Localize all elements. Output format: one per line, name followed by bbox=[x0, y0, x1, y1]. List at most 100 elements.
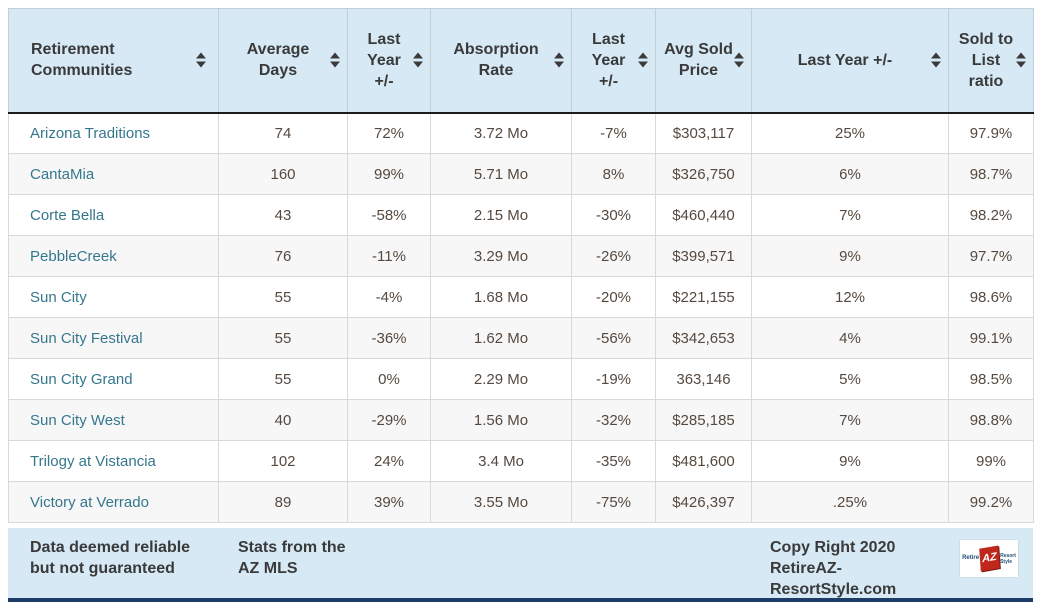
value-cell: $303,117 bbox=[655, 112, 752, 154]
table-row: CantaMia 160 99% 5.71 Mo 8% $326,750 6% 98.7% bbox=[8, 153, 1034, 195]
value-cell: $481,600 bbox=[655, 440, 752, 482]
retire-az-resort-style-logo: Retire AZ Resort Style bbox=[960, 540, 1018, 577]
column-header-label: Last Year +/- bbox=[591, 30, 626, 90]
value-cell: -7% bbox=[571, 112, 656, 154]
table-header: Retirement Communities Average Days Last… bbox=[8, 8, 1034, 114]
sort-icon[interactable] bbox=[931, 52, 941, 68]
community-name-cell[interactable]: Victory at Verrado bbox=[8, 481, 219, 523]
column-header-sold-to-list-ratio[interactable]: Sold to List ratio bbox=[948, 8, 1034, 114]
column-header-last-year-absorption[interactable]: Last Year +/- bbox=[571, 8, 656, 114]
value-cell: 0% bbox=[347, 358, 431, 400]
data-source-text: Stats from the AZ MLS bbox=[238, 539, 346, 577]
stats-page: Retirement Communities Average Days Last… bbox=[8, 8, 1034, 602]
value-cell: $221,155 bbox=[655, 276, 752, 318]
bottom-accent-bar bbox=[8, 598, 1033, 602]
value-cell: 2.15 Mo bbox=[430, 194, 572, 236]
value-cell: 99% bbox=[347, 153, 431, 195]
column-header-label: Last Year +/- bbox=[367, 30, 401, 90]
community-name-cell[interactable]: Sun City bbox=[8, 276, 219, 318]
sort-icon[interactable] bbox=[196, 52, 206, 68]
value-cell: 99% bbox=[948, 440, 1034, 482]
value-cell: 102 bbox=[218, 440, 348, 482]
value-cell: -32% bbox=[571, 399, 656, 441]
value-cell: 25% bbox=[751, 112, 949, 154]
value-cell: 9% bbox=[751, 440, 949, 482]
table-row: Sun City 55 -4% 1.68 Mo -20% $221,155 12% 98.6% bbox=[8, 276, 1034, 318]
value-cell: $399,571 bbox=[655, 235, 752, 277]
value-cell: 3.72 Mo bbox=[430, 112, 572, 154]
sort-icon[interactable] bbox=[1016, 52, 1026, 68]
value-cell: 55 bbox=[218, 276, 348, 318]
value-cell: -20% bbox=[571, 276, 656, 318]
value-cell: 97.7% bbox=[948, 235, 1034, 277]
value-cell: 76 bbox=[218, 235, 348, 277]
value-cell: 5% bbox=[751, 358, 949, 400]
column-header-last-year-price[interactable]: Last Year +/- bbox=[751, 8, 949, 114]
value-cell: 2.29 Mo bbox=[430, 358, 572, 400]
value-cell: $342,653 bbox=[655, 317, 752, 359]
value-cell: 98.6% bbox=[948, 276, 1034, 318]
community-name-cell[interactable]: PebbleCreek bbox=[8, 235, 219, 277]
value-cell: 9% bbox=[751, 235, 949, 277]
value-cell: 55 bbox=[218, 317, 348, 359]
value-cell: .25% bbox=[751, 481, 949, 523]
table-footer: Data deemed reliable but not guaranteed … bbox=[8, 528, 1033, 598]
value-cell: 74 bbox=[218, 112, 348, 154]
value-cell: $460,440 bbox=[655, 194, 752, 236]
community-name-cell[interactable]: Sun City Grand bbox=[8, 358, 219, 400]
column-header-avg-sold-price[interactable]: Avg Sold Price bbox=[655, 8, 752, 114]
value-cell: 4% bbox=[751, 317, 949, 359]
value-cell: 24% bbox=[347, 440, 431, 482]
community-name-cell[interactable]: Arizona Traditions bbox=[8, 112, 219, 154]
column-header-label: Last Year +/- bbox=[797, 51, 893, 69]
logo-az-badge: AZ bbox=[979, 545, 1000, 572]
table-row: Sun City West 40 -29% 1.56 Mo -32% $285,185 7%… bbox=[8, 399, 1034, 441]
value-cell: -56% bbox=[571, 317, 656, 359]
column-header-absorption-rate[interactable]: Absorption Rate bbox=[430, 8, 572, 114]
sort-icon[interactable] bbox=[413, 52, 423, 68]
value-cell: -29% bbox=[347, 399, 431, 441]
value-cell: 98.8% bbox=[948, 399, 1034, 441]
community-name-cell[interactable]: Sun City Festival bbox=[8, 317, 219, 359]
value-cell: -35% bbox=[571, 440, 656, 482]
community-name-cell[interactable]: Trilogy at Vistancia bbox=[8, 440, 219, 482]
sort-icon[interactable] bbox=[638, 52, 648, 68]
sort-icon[interactable] bbox=[734, 52, 744, 68]
value-cell: 99.1% bbox=[948, 317, 1034, 359]
sort-icon[interactable] bbox=[330, 52, 340, 68]
value-cell: -36% bbox=[347, 317, 431, 359]
column-header-label: Avg Sold Price bbox=[664, 41, 733, 80]
value-cell: -30% bbox=[571, 194, 656, 236]
disclaimer-text: Data deemed reliable but not guaranteed bbox=[30, 539, 191, 577]
value-cell: 72% bbox=[347, 112, 431, 154]
column-header-label: Sold to List ratio bbox=[958, 30, 1014, 90]
value-cell: 363,146 bbox=[655, 358, 752, 400]
value-cell: 5.71 Mo bbox=[430, 153, 572, 195]
value-cell: 98.7% bbox=[948, 153, 1034, 195]
logo-resort-style-text: Resort Style bbox=[1000, 552, 1016, 565]
value-cell: -58% bbox=[347, 194, 431, 236]
table-row: Sun City Festival 55 -36% 1.62 Mo -56% $342,6… bbox=[8, 317, 1034, 359]
column-header-last-year-days[interactable]: Last Year +/- bbox=[347, 8, 431, 114]
column-header-average-days[interactable]: Average Days bbox=[218, 8, 348, 114]
value-cell: -11% bbox=[347, 235, 431, 277]
community-name-cell[interactable]: CantaMia bbox=[8, 153, 219, 195]
value-cell: 8% bbox=[571, 153, 656, 195]
table-row: Corte Bella 43 -58% 2.15 Mo -30% $460,440 7% 98… bbox=[8, 194, 1034, 236]
logo-retire-text: Retire bbox=[962, 555, 980, 561]
value-cell: -75% bbox=[571, 481, 656, 523]
community-name-cell[interactable]: Sun City West bbox=[8, 399, 219, 441]
table-row: Victory at Verrado 89 39% 3.55 Mo -75% $426,3… bbox=[8, 481, 1034, 523]
column-header-retirement-communities[interactable]: Retirement Communities bbox=[8, 8, 219, 114]
sort-icon[interactable] bbox=[554, 52, 564, 68]
table-row: Trilogy at Vistancia 102 24% 3.4 Mo -35% $481… bbox=[8, 440, 1034, 482]
value-cell: 1.62 Mo bbox=[430, 317, 572, 359]
retirement-communities-table: Retirement Communities Average Days Last… bbox=[8, 8, 1034, 523]
table-row: Arizona Traditions 74 72% 3.72 Mo -7% $303,11… bbox=[8, 112, 1034, 154]
community-name-cell[interactable]: Corte Bella bbox=[8, 194, 219, 236]
logo-container: Retire AZ Resort Style bbox=[948, 537, 1033, 577]
value-cell: 160 bbox=[218, 153, 348, 195]
value-cell: 98.2% bbox=[948, 194, 1034, 236]
table-row: PebbleCreek 76 -11% 3.29 Mo -26% $399,571 9% 97… bbox=[8, 235, 1034, 277]
value-cell: $326,750 bbox=[655, 153, 752, 195]
